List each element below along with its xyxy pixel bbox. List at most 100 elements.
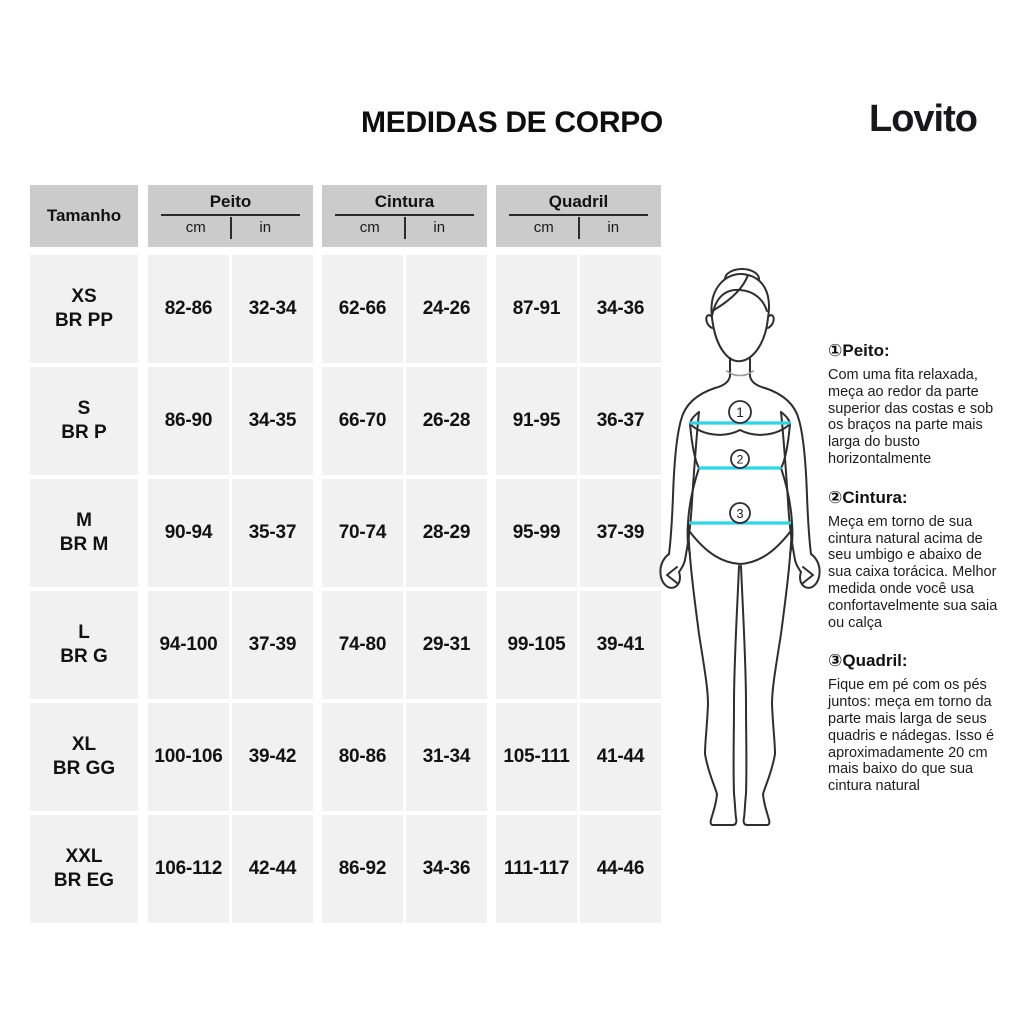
measurement-cell: 100-106	[148, 703, 229, 811]
measurement-cell: 94-100	[148, 591, 229, 699]
measurement-cell: 87-91	[496, 255, 577, 363]
measurement-cell: 42-44	[232, 815, 313, 923]
measurement-instructions: ①Peito: Com uma fita relaxada, meça ao r…	[828, 340, 1006, 814]
quadril-unit-in: in	[607, 219, 620, 236]
measurement-cell: 91-95	[496, 367, 577, 475]
bust-marker-circle	[728, 400, 752, 424]
body-figure-svg: 1 2 3	[659, 268, 821, 826]
left-hand-fingers	[666, 566, 678, 584]
hair-part-line	[713, 274, 749, 311]
hip-marker-number: 3	[736, 506, 743, 521]
unit-divider	[577, 217, 580, 239]
size-br-label: BR G	[60, 646, 108, 667]
measurement-cell: 37-39	[580, 479, 661, 587]
instruction-body-peito: Com uma fita relaxada, meça ao redor da …	[828, 367, 994, 467]
measurement-cell: 31-34	[406, 703, 487, 811]
measurement-cell: 28-29	[406, 479, 487, 587]
measurement-cell: 34-35	[232, 367, 313, 475]
peito-unit-cm: cm	[185, 219, 206, 236]
quadril-label: Quadril	[548, 192, 609, 211]
instruction-cintura: ②Cintura: Meça em torno de sua cintura n…	[828, 487, 1006, 632]
measurement-cell: 105-111	[496, 703, 577, 811]
size-label: XS	[71, 286, 97, 307]
table-header-row: Tamanho Peito cm in Cintura cm in Quadri	[30, 185, 661, 247]
instruction-body-quadril: Fique em pé com os pés juntos: meça em t…	[828, 677, 995, 795]
table-row: XXL BR EG 106-112 42-44 86-92 34-36 111-…	[30, 815, 661, 923]
table-row: S BR P 86-90 34-35 66-70 26-28 91-95 36-…	[30, 367, 661, 475]
collar-line	[726, 370, 754, 377]
table-row: M BR M 90-94 35-37 70-74 28-29 95-99 37-…	[30, 479, 661, 587]
quadril-unit-cm: cm	[533, 219, 554, 236]
measurement-cell: 37-39	[232, 591, 313, 699]
right-ear	[767, 314, 775, 329]
measurement-cell: 74-80	[322, 591, 403, 699]
peito-column-header: Peito cm in	[148, 185, 313, 247]
quadril-units: cm in	[509, 214, 648, 240]
cintura-units: cm in	[335, 214, 474, 240]
size-label: S	[77, 398, 91, 419]
measurement-cell: 34-36	[406, 815, 487, 923]
right-hand	[794, 553, 821, 589]
measurement-cell: 86-92	[322, 815, 403, 923]
size-label: L	[78, 622, 90, 643]
neck-right	[749, 357, 766, 389]
size-cell: XL BR GG	[30, 703, 138, 811]
peito-unit-in: in	[259, 219, 272, 236]
measurement-cell: 80-86	[322, 703, 403, 811]
size-label: M	[76, 510, 92, 531]
size-br-label: BR EG	[53, 870, 115, 891]
table-row: L BR G 94-100 37-39 74-80 29-31 99-105 3…	[30, 591, 661, 699]
brand-logo: Lovito	[869, 98, 978, 140]
peito-units: cm in	[161, 214, 300, 240]
size-table: Tamanho Peito cm in Cintura cm in Quadri	[30, 185, 661, 923]
measurement-cell: 44-46	[580, 815, 661, 923]
measurement-cell: 66-70	[322, 367, 403, 475]
cintura-unit-in: in	[433, 219, 446, 236]
measurement-cell: 36-37	[580, 367, 661, 475]
measurement-cell: 70-74	[322, 479, 403, 587]
size-br-label: BR P	[61, 422, 107, 443]
size-label: XL	[71, 734, 97, 755]
measurement-cell: 29-31	[406, 591, 487, 699]
hip-marker-circle	[729, 502, 751, 524]
left-leg	[687, 522, 740, 826]
bust-curves	[689, 423, 791, 436]
left-arm-outer	[668, 387, 716, 555]
instruction-peito: ①Peito: Com uma fita relaxada, meça ao r…	[828, 340, 1006, 468]
size-cell: S BR P	[30, 367, 138, 475]
quadril-column-header: Quadril cm in	[496, 185, 661, 247]
bust-marker-number: 1	[736, 404, 744, 420]
left-ear	[705, 314, 713, 329]
neck-left	[714, 357, 731, 389]
measurement-cell: 99-105	[496, 591, 577, 699]
size-cell: M BR M	[30, 479, 138, 587]
size-label: XXL	[65, 846, 103, 867]
measurement-cell: 34-36	[580, 255, 661, 363]
body-figure: 1 2 3	[653, 266, 829, 866]
measurement-cell: 95-99	[496, 479, 577, 587]
size-cell: XXL BR EG	[30, 815, 138, 923]
measurement-cell: 90-94	[148, 479, 229, 587]
measurement-cell: 39-41	[580, 591, 661, 699]
measurement-cell: 106-112	[148, 815, 229, 923]
table-row: XS BR PP 82-86 32-34 62-66 24-26 87-91 3…	[30, 255, 661, 363]
instruction-quadril: ③Quadril: Fique em pé com os pés juntos:…	[828, 650, 1006, 795]
measurement-cell: 26-28	[406, 367, 487, 475]
instruction-body-cintura: Meça em torno de sua cintura natural aci…	[828, 513, 998, 631]
instruction-heading-peito: ①Peito:	[828, 341, 890, 360]
instruction-heading-cintura: ②Cintura:	[828, 487, 908, 507]
cintura-column-header: Cintura cm in	[322, 185, 487, 247]
unit-divider	[229, 217, 232, 239]
instruction-heading-quadril: ③Quadril:	[828, 651, 908, 671]
measurement-cell: 41-44	[580, 703, 661, 811]
waist-marker-number: 2	[737, 453, 744, 467]
right-leg	[740, 522, 793, 826]
panty-line	[689, 531, 791, 565]
measurement-cell: 24-26	[406, 255, 487, 363]
size-cell: XS BR PP	[30, 255, 138, 363]
measurement-cell: 39-42	[232, 703, 313, 811]
unit-divider	[403, 217, 406, 239]
measurement-cell: 82-86	[148, 255, 229, 363]
measurement-cell: 32-34	[232, 255, 313, 363]
cintura-label: Cintura	[374, 192, 435, 211]
